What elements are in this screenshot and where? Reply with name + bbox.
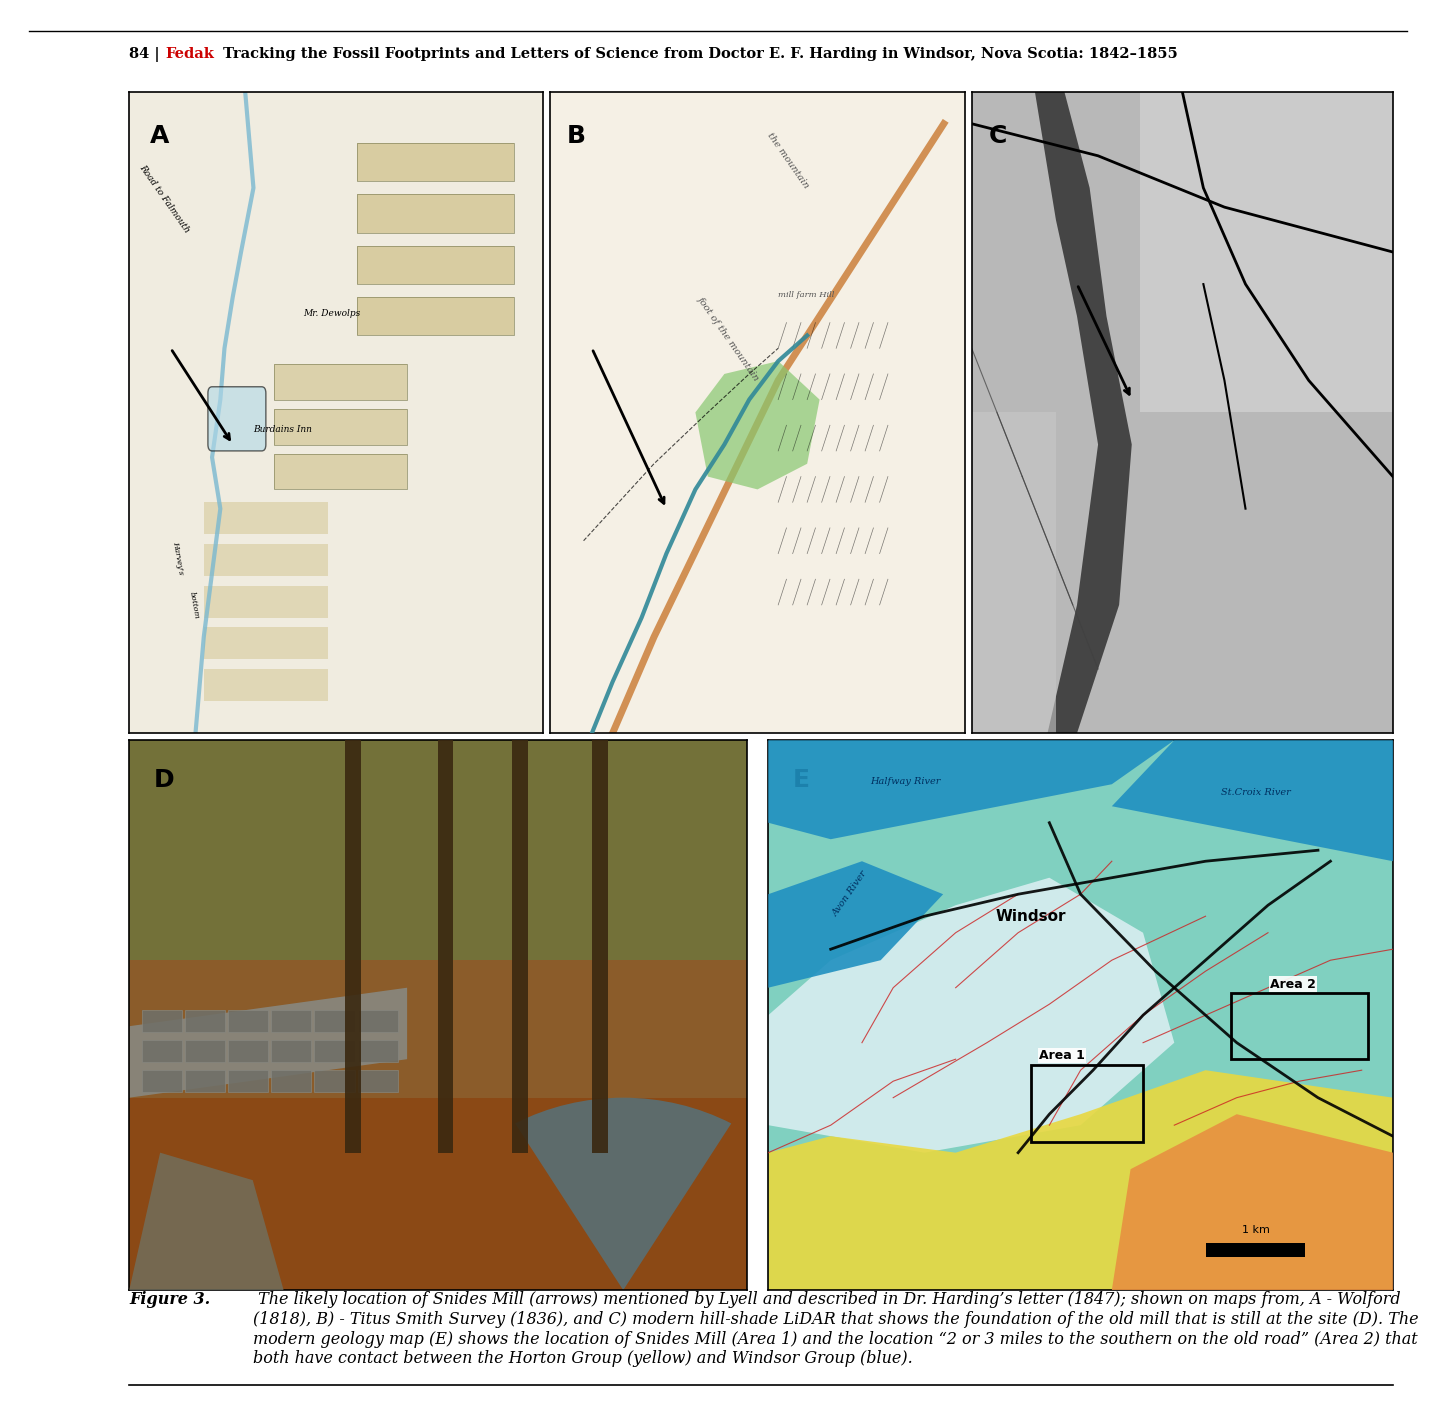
Bar	[274, 364, 406, 399]
Bar	[185, 1010, 225, 1032]
Bar	[358, 298, 514, 336]
Bar	[358, 142, 514, 182]
Bar	[358, 1070, 398, 1093]
Bar	[274, 364, 406, 399]
Bar	[358, 195, 514, 233]
Text: Road to Falmouth: Road to Falmouth	[138, 164, 191, 235]
Bar	[314, 1041, 355, 1062]
Bar	[204, 544, 327, 577]
Bar	[142, 1041, 182, 1062]
Text: Burdains Inn: Burdains Inn	[254, 424, 312, 434]
Bar	[142, 1010, 182, 1032]
Text: A: A	[149, 124, 169, 148]
Bar	[274, 454, 406, 489]
Bar	[1231, 993, 1369, 1059]
Bar	[271, 1010, 312, 1032]
Text: St.Croix River: St.Croix River	[1221, 788, 1291, 797]
Bar	[358, 298, 514, 336]
Bar	[513, 740, 527, 1153]
Bar	[204, 502, 327, 534]
Bar	[345, 740, 360, 1153]
Text: foot of the mountain: foot of the mountain	[695, 295, 761, 382]
Bar	[358, 245, 514, 283]
Text: C: C	[988, 124, 1007, 148]
Polygon shape	[1111, 740, 1393, 862]
Text: the mountain: the mountain	[765, 131, 811, 190]
Text: E: E	[793, 767, 810, 792]
Bar	[358, 1041, 398, 1062]
Bar	[271, 1041, 312, 1062]
Polygon shape	[129, 1153, 284, 1290]
Polygon shape	[129, 987, 408, 1097]
Bar	[314, 1070, 355, 1093]
Bar	[129, 1097, 747, 1290]
Bar	[204, 627, 327, 660]
Text: The likely location of Snides Mill (arrows) mentioned by Lyell and described in : The likely location of Snides Mill (arro…	[253, 1292, 1419, 1368]
Bar	[274, 454, 406, 489]
Bar	[314, 1010, 355, 1032]
Bar	[228, 1010, 269, 1032]
Bar	[271, 1070, 312, 1093]
Text: Mr. Dewolps: Mr. Dewolps	[303, 309, 360, 319]
Text: Figure 3.: Figure 3.	[129, 1292, 211, 1308]
Wedge shape	[516, 1097, 731, 1290]
Text: 84 |: 84 |	[129, 47, 165, 62]
Bar	[274, 409, 406, 444]
Text: B: B	[567, 124, 586, 148]
Polygon shape	[768, 862, 943, 987]
Bar	[358, 195, 514, 233]
Text: Area 1: Area 1	[1038, 1049, 1084, 1062]
Bar	[438, 740, 454, 1153]
Bar	[228, 1041, 269, 1062]
Bar	[228, 1070, 269, 1093]
Text: D: D	[154, 767, 175, 792]
Bar	[358, 245, 514, 283]
Text: bottom: bottom	[187, 591, 200, 620]
Polygon shape	[695, 361, 820, 489]
Bar	[1140, 92, 1393, 412]
Text: Avon River: Avon River	[830, 869, 869, 918]
Polygon shape	[768, 877, 1175, 1153]
Polygon shape	[768, 740, 1175, 839]
Bar	[274, 409, 406, 444]
Bar	[185, 1070, 225, 1093]
Text: 1 km: 1 km	[1242, 1225, 1269, 1235]
Bar	[185, 1041, 225, 1062]
Text: Fedak: Fedak	[165, 47, 214, 61]
Bar	[204, 585, 327, 618]
Text: Harvey's: Harvey's	[171, 540, 184, 575]
Bar	[129, 740, 747, 960]
Bar	[972, 412, 1055, 733]
Text: mill farm Hill: mill farm Hill	[778, 290, 834, 299]
Bar	[142, 1070, 182, 1093]
Text: Halfway River: Halfway River	[870, 777, 941, 787]
Text: Windsor: Windsor	[995, 908, 1066, 924]
Text: Tracking the Fossil Footprints and Letters of Science from Doctor E. F. Harding : Tracking the Fossil Footprints and Lette…	[218, 47, 1178, 61]
Bar	[1205, 1244, 1305, 1258]
Bar	[593, 740, 607, 1153]
Bar	[358, 1010, 398, 1032]
Polygon shape	[1035, 92, 1132, 733]
Bar	[204, 670, 327, 701]
Polygon shape	[1111, 1114, 1393, 1290]
Bar	[1031, 1065, 1143, 1142]
Bar	[358, 142, 514, 182]
Text: Area 2: Area 2	[1269, 977, 1315, 991]
Polygon shape	[768, 1070, 1393, 1290]
FancyBboxPatch shape	[208, 386, 266, 451]
